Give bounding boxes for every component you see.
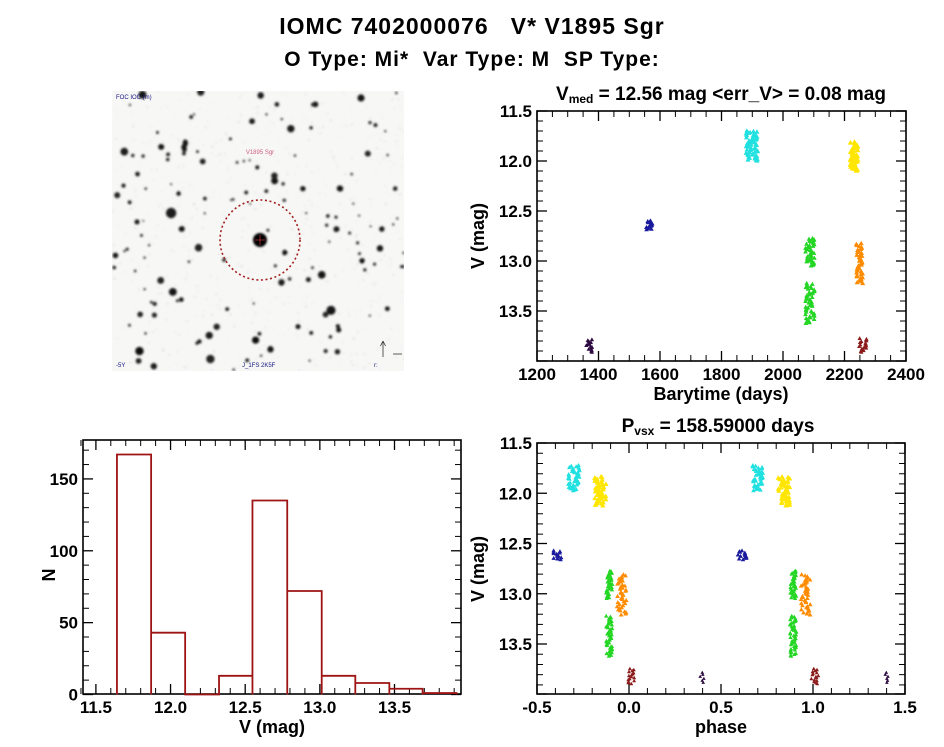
svg-text:13.5: 13.5 [499, 302, 532, 321]
svg-text:13.0: 13.0 [499, 252, 532, 271]
svg-text:J_1FS 2K5F: J_1FS 2K5F [242, 363, 276, 369]
svg-text:11.5: 11.5 [80, 698, 112, 717]
svg-text:1400: 1400 [580, 365, 618, 384]
svg-text:12.0: 12.0 [499, 484, 532, 503]
svg-text:0.0: 0.0 [617, 698, 641, 717]
svg-text:1.5: 1.5 [893, 698, 917, 717]
svg-text:Barytime (days): Barytime (days) [653, 384, 788, 404]
svg-text:12.0: 12.0 [154, 698, 187, 717]
svg-text:50: 50 [59, 614, 78, 633]
svg-text:V (mag): V (mag) [239, 717, 305, 737]
svg-text:12.5: 12.5 [499, 535, 532, 554]
svg-text:1800: 1800 [703, 365, 741, 384]
svg-text:FOC IOC (m): FOC IOC (m) [116, 95, 152, 101]
svg-text:V (mag): V (mag) [468, 536, 488, 602]
svg-text:V1895 Sgr: V1895 Sgr [246, 150, 274, 156]
svg-text:0: 0 [69, 686, 78, 705]
svg-text:-5Y: -5Y [116, 363, 125, 369]
svg-text:12.0: 12.0 [499, 152, 532, 171]
svg-text:100: 100 [50, 542, 78, 561]
svg-text:Vmed = 12.56 mag <err_V> = 0.0: Vmed = 12.56 mag <err_V> = 0.08 mag [556, 84, 886, 106]
svg-text:2200: 2200 [826, 365, 864, 384]
svg-text:1600: 1600 [641, 365, 679, 384]
svg-text:13.5: 13.5 [499, 635, 532, 654]
svg-text:-0.5: -0.5 [522, 698, 551, 717]
svg-text:11.5: 11.5 [500, 434, 532, 453]
svg-text:phase: phase [695, 717, 747, 737]
svg-text:13.0: 13.0 [499, 585, 532, 604]
svg-text:11.5: 11.5 [500, 102, 532, 121]
svg-text:0.5: 0.5 [709, 698, 733, 717]
svg-text:r:: r: [374, 363, 378, 369]
svg-text:2400: 2400 [887, 365, 925, 384]
svg-text:12.5: 12.5 [229, 698, 262, 717]
svg-text:V (mag): V (mag) [468, 203, 488, 269]
svg-text:N: N [39, 569, 59, 582]
svg-text:12.5: 12.5 [499, 202, 532, 221]
svg-text:150: 150 [50, 470, 78, 489]
svg-text:1.0: 1.0 [801, 698, 825, 717]
svg-text:13.0: 13.0 [303, 698, 336, 717]
svg-text:13.5: 13.5 [378, 698, 411, 717]
svg-text:Pvsx = 158.59000 days: Pvsx = 158.59000 days [622, 416, 815, 438]
svg-text:1200: 1200 [518, 365, 556, 384]
svg-text:2000: 2000 [764, 365, 802, 384]
